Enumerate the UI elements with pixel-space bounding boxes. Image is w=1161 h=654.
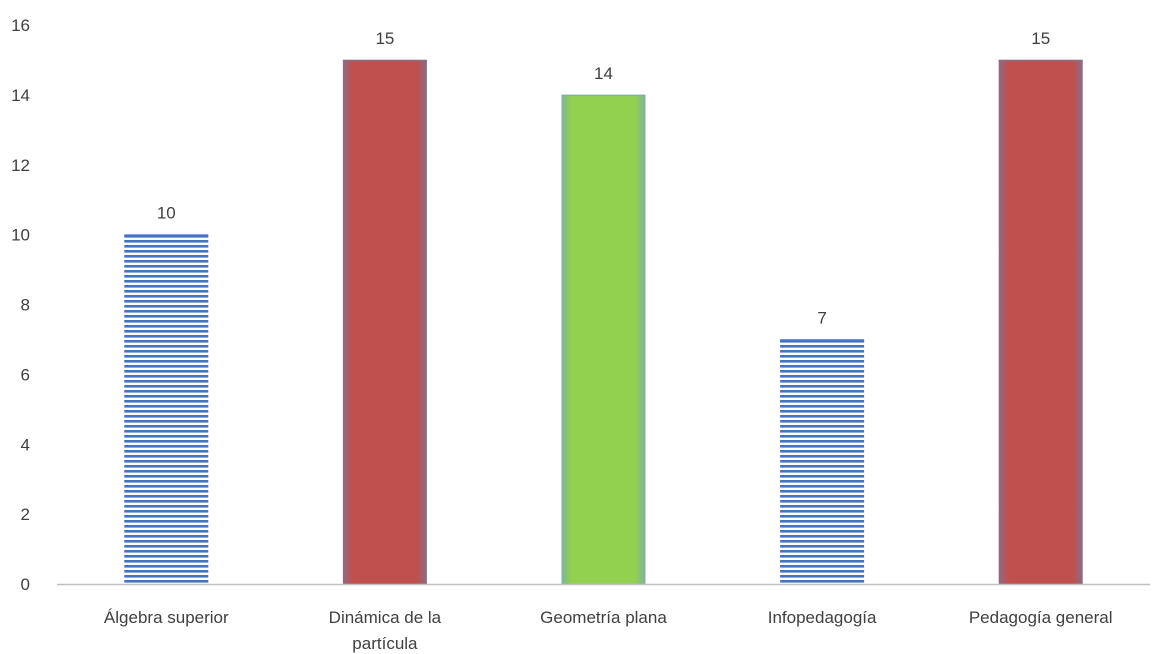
x-category-label: Infopedagogía: [768, 608, 877, 627]
x-category-label: Álgebra superior: [104, 608, 229, 627]
bar-rect: [124, 234, 209, 584]
bar-rect: [342, 59, 427, 584]
data-label: 15: [1031, 29, 1050, 48]
y-tick-label: 14: [11, 86, 30, 105]
y-tick-label: 4: [21, 435, 30, 454]
y-tick-label: 2: [21, 505, 30, 524]
data-label: 10: [157, 204, 176, 223]
y-tick-label: 6: [21, 365, 30, 384]
bar: [780, 339, 865, 584]
x-category-label: Geometría plana: [540, 608, 667, 627]
x-category-label-line: Pedagogía general: [969, 608, 1113, 627]
x-category-label-line: Álgebra superior: [104, 608, 229, 627]
bar-rect: [780, 339, 865, 584]
bar: [342, 59, 427, 584]
y-axis: 0 2 4 6 8 10 12 14 16: [11, 16, 30, 594]
x-axis: Álgebra superior Dinámica de la partícula G…: [57, 583, 1150, 653]
y-tick-label: 16: [11, 16, 30, 35]
x-category-label-line: partícula: [352, 634, 418, 653]
data-labels: 10 15 14 7 15: [157, 29, 1050, 328]
y-tick-label: 0: [21, 575, 30, 594]
x-category-label: Pedagogía general: [969, 608, 1113, 627]
data-label: 14: [594, 64, 613, 83]
bar: [998, 59, 1083, 584]
bars: [124, 59, 1083, 584]
bar: [561, 94, 646, 584]
y-tick-label: 12: [11, 156, 30, 175]
y-tick-label: 8: [21, 296, 30, 315]
x-category-label-line: Infopedagogía: [768, 608, 877, 627]
x-category-label-line: Dinámica de la: [329, 608, 442, 627]
bar-rect: [998, 59, 1083, 584]
x-category-label: Dinámica de la partícula: [329, 608, 442, 653]
bar-rect: [561, 94, 646, 584]
y-tick-label: 10: [11, 226, 30, 245]
data-label: 7: [817, 308, 826, 327]
x-category-label-line: Geometría plana: [540, 608, 667, 627]
bar: [124, 234, 209, 584]
data-label: 15: [375, 29, 394, 48]
